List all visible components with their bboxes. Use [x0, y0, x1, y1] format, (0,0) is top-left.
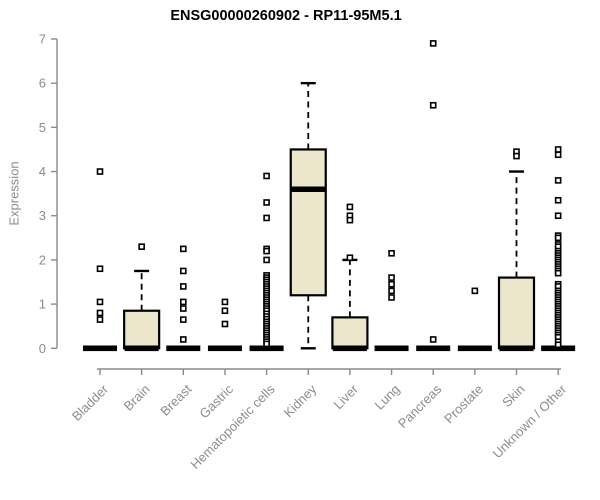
outlier-point [221, 307, 229, 315]
y-tick-label: 3 [39, 208, 46, 223]
outlier-point [346, 203, 354, 211]
outlier-point [180, 298, 187, 306]
y-tick-label: 7 [39, 31, 46, 46]
x-tick-label: Breast [157, 381, 194, 418]
box [497, 276, 536, 350]
outlier-point [554, 177, 562, 184]
outlier-point [554, 151, 562, 159]
x-tick-label: Skin [499, 382, 527, 410]
y-tick-label: 0 [39, 341, 46, 356]
outlier-point [554, 234, 562, 242]
zero-median-bar [499, 345, 534, 352]
outlier-point [263, 340, 270, 348]
outlier-point [263, 247, 270, 255]
category-kidney [289, 81, 327, 350]
outlier-point [221, 320, 229, 328]
box [289, 148, 327, 297]
box [331, 316, 369, 350]
category-unknown-other [541, 146, 576, 352]
y-tick-label: 6 [39, 76, 46, 91]
category-bladder [83, 168, 117, 352]
outlier-point [96, 168, 104, 175]
zero-median-bar [207, 345, 242, 352]
category-gastric [207, 298, 242, 352]
zero-median-bar [374, 345, 409, 352]
outlier-point [346, 254, 354, 262]
zero-median-bar [124, 345, 159, 352]
outlier-point [554, 341, 562, 349]
outlier-point [513, 152, 520, 160]
outlier-point [429, 40, 437, 47]
category-brain [123, 243, 161, 352]
zero-median-bar [249, 345, 284, 352]
x-tick-label: Pancreas [395, 381, 445, 431]
category-pancreas [416, 40, 451, 352]
outlier-point [429, 101, 437, 109]
chart-title: ENSG00000260902 - RP11-95M5.1 [170, 8, 402, 24]
x-tick-label: Kidney [281, 381, 320, 420]
zero-median-bar [83, 345, 117, 352]
outlier-point [263, 214, 270, 222]
x-tick-label: Brain [121, 382, 153, 414]
outlier-point [388, 249, 395, 257]
outlier-point [96, 309, 104, 317]
category-skin [497, 148, 536, 352]
outlier-point [96, 265, 104, 273]
outlier-point [263, 172, 270, 180]
outlier-point [554, 269, 562, 277]
x-tick-label: Lung [372, 382, 403, 413]
outlier-point [180, 316, 187, 323]
outlier-point [180, 336, 187, 343]
zero-median-bar [166, 345, 201, 352]
y-axis: 0 1 2 3 4 5 6 7 [39, 31, 58, 356]
x-tick-label: Prostate [441, 382, 486, 427]
outlier-point [554, 196, 562, 204]
category-liver [331, 203, 369, 352]
zero-median-bar [541, 345, 576, 352]
outlier-point [180, 245, 187, 253]
outlier-point [388, 294, 395, 301]
box [123, 309, 161, 350]
x-tick-label: Gastric [196, 381, 236, 421]
x-tick-label: Liver [330, 381, 361, 412]
outlier-point [138, 243, 145, 250]
outlier-point [554, 212, 562, 220]
outlier-point [388, 287, 395, 295]
zero-median-bar [416, 345, 451, 352]
y-tick-label: 2 [39, 252, 46, 267]
y-tick-label: 4 [39, 164, 46, 179]
outlier-point [554, 146, 562, 153]
category-prostate [457, 287, 492, 352]
category-hematopoietic-cells [249, 172, 284, 352]
zero-median-bar [457, 345, 492, 352]
outlier-point [221, 298, 229, 306]
zero-median-bar [332, 345, 367, 352]
outlier-point [388, 280, 395, 288]
category-lung [374, 249, 409, 352]
outlier-point [471, 287, 479, 295]
outlier-point [388, 274, 395, 281]
y-tick-label: 1 [39, 297, 46, 312]
outlier-point [180, 267, 187, 275]
outlier-point [180, 305, 187, 312]
outlier-point [263, 256, 270, 264]
x-tick-label: Bladder [69, 381, 112, 424]
y-tick-label: 5 [39, 120, 46, 135]
outlier-point [96, 298, 104, 306]
outlier-point [96, 316, 104, 323]
x-tick-label: Unknown / Other [490, 381, 570, 461]
outlier-point [263, 199, 270, 206]
outlier-point [180, 283, 187, 290]
outlier-point [429, 336, 437, 343]
y-axis-title: Expression [6, 161, 22, 226]
outlier-point [346, 216, 354, 224]
category-breast [166, 245, 201, 352]
